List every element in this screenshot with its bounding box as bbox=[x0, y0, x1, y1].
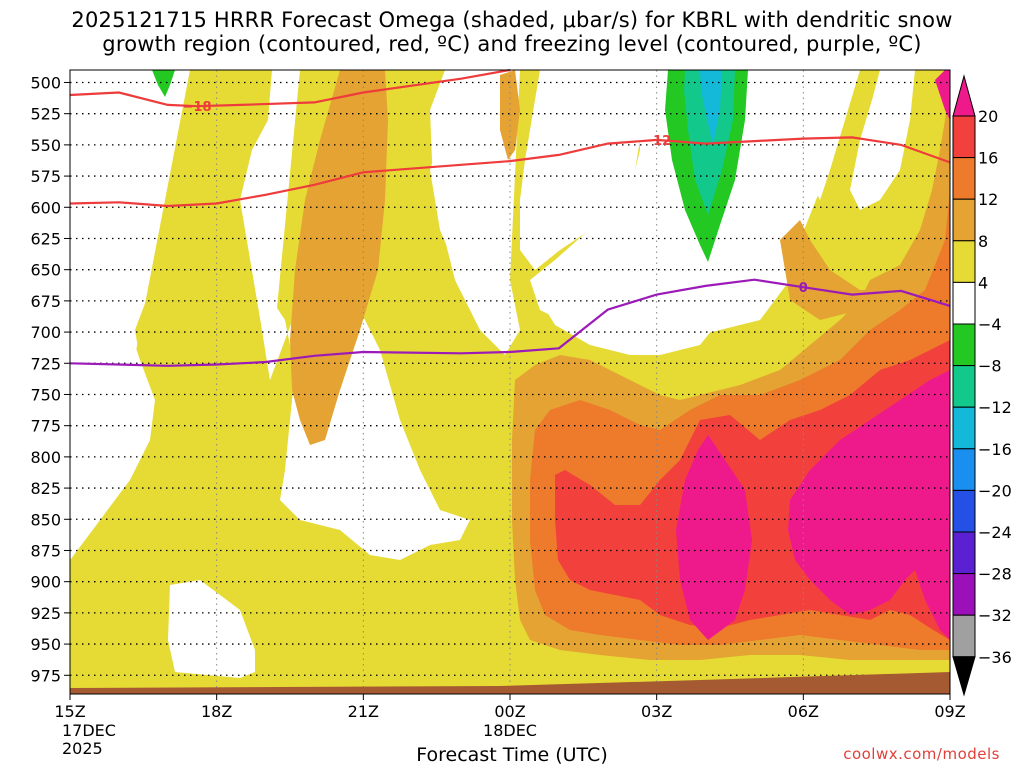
colorbar-swatch bbox=[952, 656, 976, 697]
colorbar-label: 8 bbox=[978, 232, 988, 251]
y-tick-label: 600 bbox=[30, 198, 61, 217]
x-tick-label: 09Z bbox=[934, 702, 965, 721]
colorbar-swatch bbox=[952, 323, 976, 367]
colorbar-label: −4 bbox=[978, 315, 1002, 334]
y-tick-label: 725 bbox=[30, 354, 61, 373]
omega-shade-neg4-8-b bbox=[152, 70, 175, 97]
colorbar-swatch bbox=[952, 573, 976, 616]
colorbar-swatch bbox=[952, 74, 976, 117]
contour-label: −18 bbox=[183, 100, 212, 115]
y-tick-label: 900 bbox=[30, 573, 61, 592]
omega-shade-white-right-top bbox=[750, 70, 860, 200]
y-tick-label: 500 bbox=[30, 73, 61, 92]
x-tick-label: 18Z bbox=[201, 702, 232, 721]
y-tick-label: 625 bbox=[30, 229, 61, 248]
omega-shade-gt20-a bbox=[676, 435, 752, 640]
credit-link[interactable]: coolwx.com/models bbox=[843, 745, 1000, 763]
omega-shade-white-mid2 bbox=[520, 70, 640, 270]
y-tick-label: 950 bbox=[30, 635, 61, 654]
colorbar-swatch bbox=[952, 614, 976, 658]
colorbar-swatch bbox=[952, 531, 976, 575]
colorbar-label: −20 bbox=[978, 481, 1012, 500]
y-tick-label: 775 bbox=[30, 417, 61, 436]
colorbar-swatch bbox=[952, 115, 976, 159]
colorbar-swatch bbox=[952, 198, 976, 242]
y-axis: 500 525 550 575 600 625 650 675 700 725 750 775 800 8… bbox=[30, 73, 70, 685]
colorbar-swatch bbox=[952, 157, 976, 200]
chart-title-line1: 2025121715 HRRR Forecast Omega (shaded, … bbox=[71, 8, 953, 32]
contour-label: −12 bbox=[642, 134, 671, 149]
y-tick-label: 650 bbox=[30, 261, 61, 280]
x-tick-sublabel: 18DEC bbox=[483, 721, 537, 740]
x-axis-title: Forecast Time (UTC) bbox=[416, 744, 608, 766]
x-tick-label: 00Z bbox=[494, 702, 525, 721]
colorbar-label: −24 bbox=[978, 523, 1012, 542]
y-tick-label: 800 bbox=[30, 448, 61, 467]
colorbar-label: 16 bbox=[978, 149, 998, 168]
y-tick-label: 675 bbox=[30, 292, 61, 311]
terrain bbox=[70, 672, 950, 694]
contour-line bbox=[69, 68, 511, 108]
x-tick-label: 06Z bbox=[788, 702, 819, 721]
colorbar-swatch bbox=[952, 365, 976, 408]
colorbar-swatch bbox=[952, 448, 976, 491]
contour-label: 0 bbox=[799, 281, 808, 296]
y-tick-label: 875 bbox=[30, 541, 61, 560]
omega-shade-white-right2 bbox=[850, 70, 915, 210]
omega-shade-white-center bbox=[540, 290, 720, 355]
colorbar: 20 16 12 8 4 −4 −8 −12 −16 −20 −24 −28 −32 −36 bbox=[952, 74, 1012, 697]
x-tick-label: 21Z bbox=[348, 702, 379, 721]
x-tick-label: 03Z bbox=[641, 702, 672, 721]
omega-shade-4-8-c bbox=[290, 520, 520, 672]
y-tick-label: 850 bbox=[30, 510, 61, 529]
y-tick-label: 575 bbox=[30, 167, 61, 186]
grid bbox=[69, 70, 951, 694]
y-tick-label: 750 bbox=[30, 385, 61, 404]
colorbar-label: −12 bbox=[978, 398, 1012, 417]
contour-line bbox=[69, 136, 951, 208]
contour-line bbox=[69, 278, 951, 367]
colorbar-swatch bbox=[952, 240, 976, 283]
y-tick-label: 700 bbox=[30, 323, 61, 342]
colorbar-swatch bbox=[952, 406, 976, 450]
omega-shade-white-left-low bbox=[168, 580, 255, 678]
omega-shade-white-left bbox=[70, 70, 190, 560]
colorbar-label: 4 bbox=[978, 273, 988, 292]
colorbar-label: −28 bbox=[978, 565, 1012, 584]
x-tick-sublabel: 17DEC bbox=[62, 721, 116, 740]
x-tick-label: 15Z bbox=[54, 702, 85, 721]
colorbar-label: 12 bbox=[978, 190, 998, 209]
y-tick-label: 550 bbox=[30, 136, 61, 155]
colorbar-swatch bbox=[952, 281, 976, 325]
colorbar-label: −36 bbox=[978, 648, 1012, 667]
x-tick-sublabel: 2025 bbox=[62, 739, 103, 758]
colorbar-swatch bbox=[952, 489, 976, 533]
y-tick-label: 925 bbox=[30, 604, 61, 623]
omega-shade-gt20-b bbox=[788, 370, 950, 640]
colorbar-label: −32 bbox=[978, 606, 1012, 625]
omega-shade-4-8-d bbox=[450, 390, 520, 530]
contour-lines: −18 −12 0 bbox=[69, 68, 951, 367]
omega-shade-white-mid bbox=[430, 70, 520, 355]
colorbar-label: 20 bbox=[978, 107, 998, 126]
chart-title-line2: growth region (contoured, red, ºC) and f… bbox=[102, 32, 922, 56]
y-tick-label: 975 bbox=[30, 666, 61, 685]
omega-shade-8-12-top-right bbox=[780, 110, 950, 320]
y-tick-label: 525 bbox=[30, 105, 61, 124]
omega-shade-neg12-16 bbox=[700, 70, 722, 145]
y-tick-label: 825 bbox=[30, 479, 61, 498]
colorbar-label: −8 bbox=[978, 357, 1002, 376]
colorbar-label: −16 bbox=[978, 440, 1012, 459]
